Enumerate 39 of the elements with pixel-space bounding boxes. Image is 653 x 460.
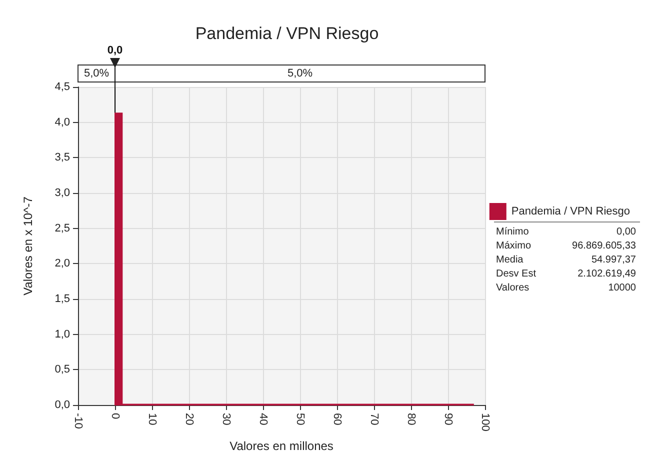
x-tick-label: 10 xyxy=(146,413,158,426)
y-tick-label: 0,5 xyxy=(54,364,70,376)
text: Desv Est xyxy=(496,268,536,280)
y-axis-title: Valores en x 10^-7 xyxy=(21,196,35,296)
x-tick-label: 0 xyxy=(109,413,121,420)
text: 96.869.605,33 xyxy=(572,240,636,252)
y-tick-label: 4,5 xyxy=(54,81,70,93)
text: Mínimo xyxy=(496,226,530,238)
x-tick-label: 100 xyxy=(479,413,491,432)
text: Media xyxy=(496,254,524,266)
ref-line-label: 0,0 xyxy=(107,44,123,56)
legend-label: Pandemia / VPN Riesgo xyxy=(511,206,630,218)
x-tick-label: 90 xyxy=(442,413,454,426)
y-tick-label: 2,5 xyxy=(54,222,70,234)
x-tick-label: 50 xyxy=(294,413,306,426)
y-tick-label: 1,5 xyxy=(54,293,70,305)
x-tick-label: 40 xyxy=(257,413,269,426)
x-tick-label: 70 xyxy=(368,413,380,426)
text: 5,0% xyxy=(84,68,110,80)
text: 54.997,37 xyxy=(592,254,636,266)
text: 10000 xyxy=(608,282,636,294)
text: 0,00 xyxy=(616,226,636,238)
y-tick-label: 4,0 xyxy=(54,116,70,128)
y-tick-label: 2,0 xyxy=(54,258,70,270)
chart-title: Pandemia / VPN Riesgo xyxy=(195,24,379,43)
text: 2.102.619,49 xyxy=(578,268,636,280)
y-tick-label: 1,0 xyxy=(54,328,70,340)
x-axis-title: Valores en millones xyxy=(230,439,334,453)
text: Valores xyxy=(496,282,530,294)
y-tick-label: 0,0 xyxy=(54,399,70,411)
x-tick-label: 20 xyxy=(183,413,195,426)
text: 5,0% xyxy=(287,68,313,80)
x-tick-label: -10 xyxy=(72,413,84,429)
text: Máximo xyxy=(496,240,532,252)
y-tick-label: 3,0 xyxy=(54,187,70,199)
x-tick-label: 60 xyxy=(331,413,343,426)
x-tick-label: 30 xyxy=(220,413,232,426)
y-tick-label: 3,5 xyxy=(54,152,70,164)
x-tick-label: 80 xyxy=(405,413,417,426)
